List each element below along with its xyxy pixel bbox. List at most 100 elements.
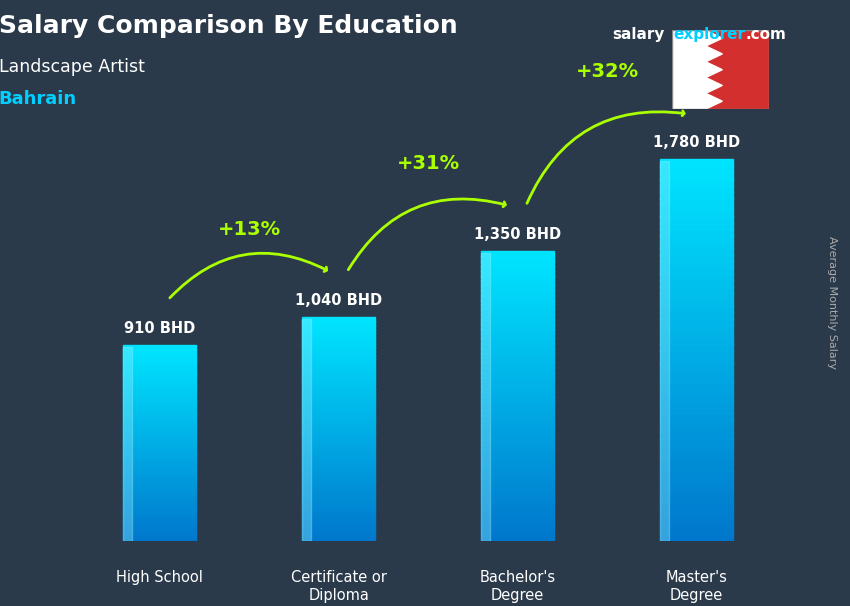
Bar <box>302 436 376 441</box>
Bar <box>481 328 554 335</box>
Bar <box>302 391 376 396</box>
Bar <box>481 439 554 445</box>
Bar <box>481 458 554 464</box>
Bar <box>660 242 734 250</box>
Bar <box>660 445 734 452</box>
Bar <box>660 400 734 408</box>
Bar <box>302 319 311 541</box>
Bar <box>123 524 196 528</box>
Bar <box>660 178 734 186</box>
Bar <box>481 299 554 305</box>
Bar <box>481 309 554 315</box>
Text: Bahrain: Bahrain <box>0 90 76 108</box>
Bar <box>481 386 554 392</box>
Bar <box>660 356 734 364</box>
Bar <box>660 350 734 357</box>
Bar <box>123 391 196 395</box>
Bar <box>302 481 376 485</box>
Bar <box>660 305 734 313</box>
Bar <box>302 458 376 463</box>
Bar <box>481 511 554 517</box>
Bar <box>302 502 376 508</box>
Bar <box>481 463 554 469</box>
Bar <box>481 265 554 272</box>
Bar <box>660 413 734 421</box>
Bar <box>123 348 196 353</box>
Bar <box>660 432 734 439</box>
Bar <box>123 517 196 522</box>
Bar <box>123 465 196 470</box>
Text: Landscape Artist: Landscape Artist <box>0 58 144 76</box>
Bar <box>123 452 196 457</box>
Bar <box>660 451 734 459</box>
Bar <box>481 347 554 353</box>
Bar <box>481 290 554 296</box>
Bar <box>660 236 734 243</box>
Bar <box>302 336 376 341</box>
Bar <box>123 501 196 505</box>
Bar <box>123 468 196 473</box>
Bar <box>123 371 196 376</box>
Bar <box>481 453 554 459</box>
Bar <box>660 464 734 471</box>
Bar <box>123 394 196 398</box>
Bar <box>123 478 196 482</box>
Bar <box>481 342 554 348</box>
Bar <box>302 510 376 515</box>
Polygon shape <box>706 46 722 62</box>
Bar <box>302 418 376 422</box>
Bar <box>302 507 376 511</box>
Bar <box>302 444 376 448</box>
Bar <box>123 426 196 431</box>
Bar <box>660 198 734 205</box>
Bar <box>302 525 376 530</box>
Bar <box>660 495 734 503</box>
Bar <box>123 365 196 369</box>
Bar <box>660 267 734 275</box>
Bar <box>302 473 376 478</box>
Bar <box>660 255 734 262</box>
Bar <box>660 482 734 490</box>
Bar <box>660 161 669 541</box>
Bar <box>302 425 376 430</box>
Bar <box>660 280 734 287</box>
Bar <box>660 343 734 351</box>
Bar <box>660 204 734 211</box>
Polygon shape <box>706 30 722 46</box>
Text: +31%: +31% <box>397 154 460 173</box>
Bar <box>123 387 196 392</box>
Polygon shape <box>706 62 722 78</box>
Bar <box>302 491 376 496</box>
Bar <box>123 533 196 538</box>
Bar <box>123 530 196 534</box>
Bar <box>660 533 734 541</box>
Bar <box>123 397 196 402</box>
Bar <box>660 388 734 395</box>
Bar <box>660 229 734 237</box>
Bar <box>481 496 554 502</box>
Bar <box>302 407 376 411</box>
Bar <box>660 458 734 465</box>
Bar <box>123 520 196 525</box>
Bar <box>481 253 490 541</box>
Bar <box>660 438 734 446</box>
Bar <box>123 375 196 379</box>
Bar <box>481 256 554 262</box>
Bar <box>302 469 376 474</box>
Bar <box>123 355 196 359</box>
Bar <box>672 30 705 109</box>
Bar <box>302 488 376 493</box>
Text: 910 BHD: 910 BHD <box>124 321 196 336</box>
Bar <box>123 420 196 424</box>
Bar <box>302 328 376 334</box>
Bar <box>481 319 554 325</box>
Text: explorer: explorer <box>673 27 745 42</box>
Bar <box>123 481 196 486</box>
Bar <box>123 433 196 438</box>
Bar <box>660 521 734 528</box>
Bar <box>660 527 734 534</box>
Bar <box>660 318 734 325</box>
Bar <box>302 340 376 345</box>
Bar <box>481 376 554 382</box>
Text: Salary Comparison By Education: Salary Comparison By Education <box>0 13 457 38</box>
